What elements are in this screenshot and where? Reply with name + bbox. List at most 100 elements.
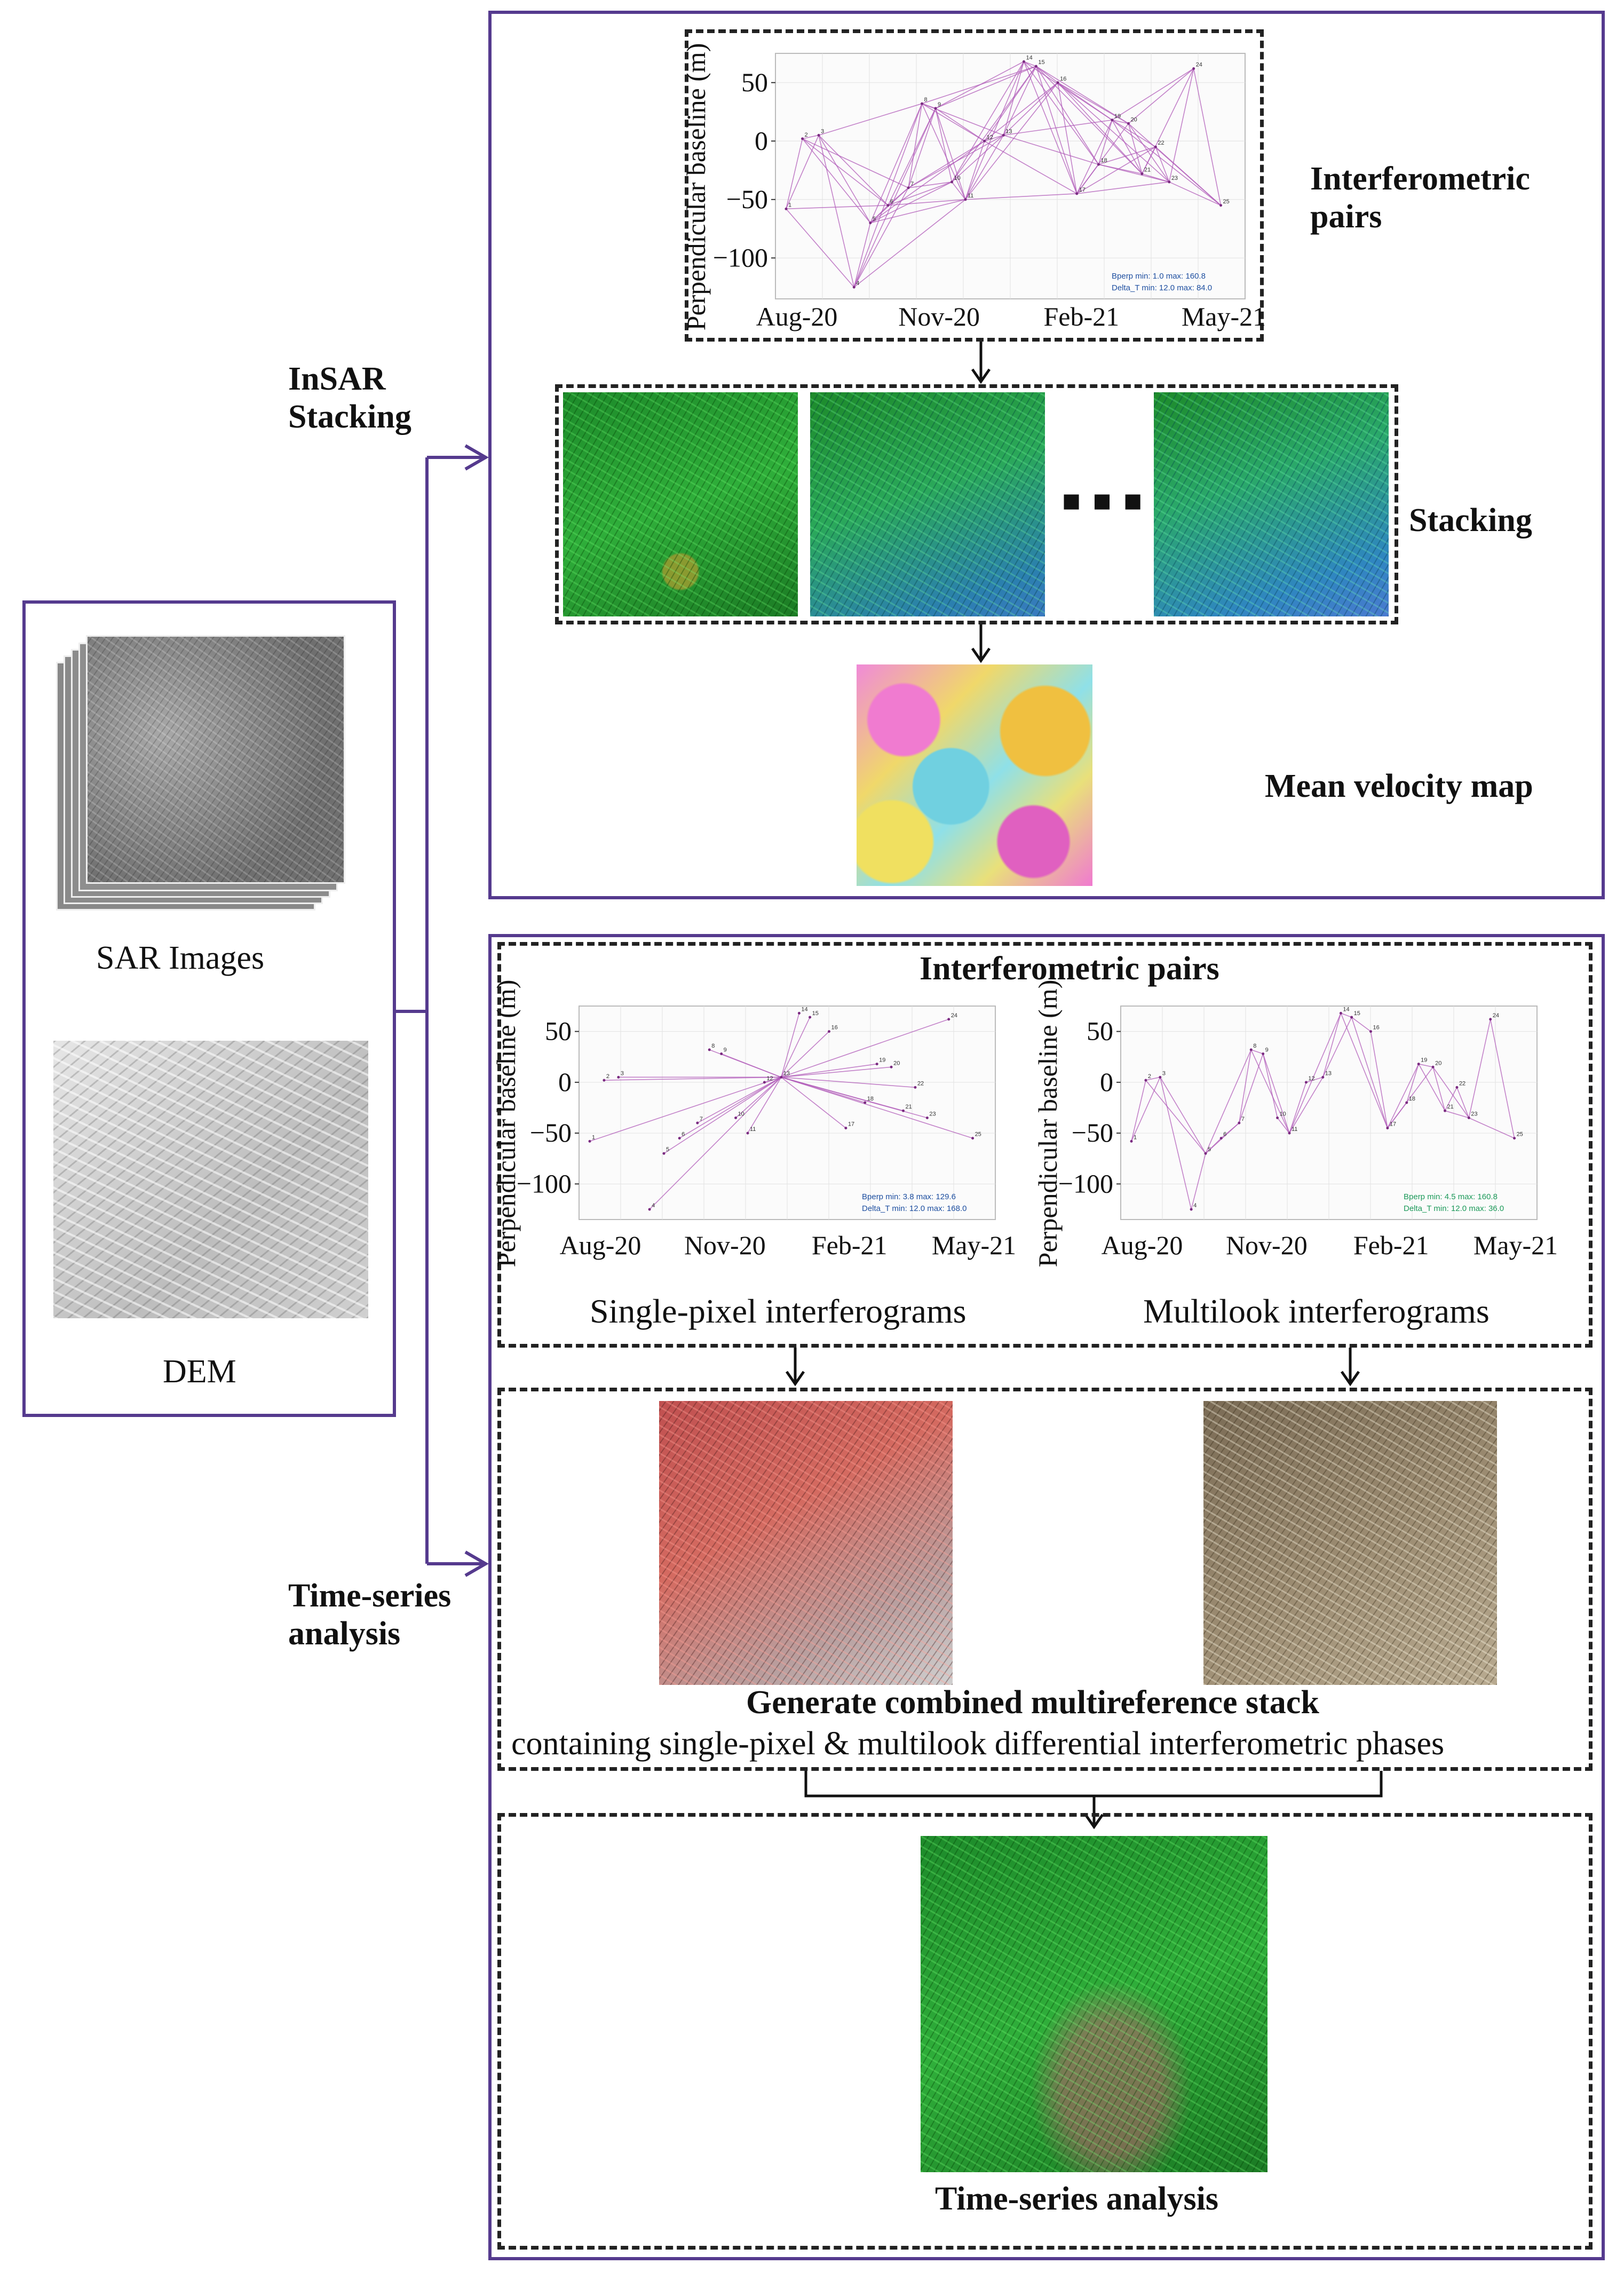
interferogram-pair-line: [1445, 1110, 1469, 1119]
interferogram-pair-line: [1057, 82, 1078, 194]
acquisition-point: [947, 1018, 950, 1021]
interferogram-pair-line: [1406, 1064, 1419, 1103]
acquisition-number: 7: [1241, 1116, 1245, 1122]
y-tick-label: −50: [726, 184, 768, 214]
acquisition-number: 2: [805, 132, 808, 138]
acquisition-point: [763, 1081, 766, 1084]
interferogram-pair-line: [818, 134, 871, 224]
acquisition-number: 22: [1459, 1080, 1465, 1087]
acquisition-point: [1350, 1016, 1353, 1019]
acquisition-point: [950, 180, 954, 184]
interferogram-pair-line: [1112, 120, 1143, 175]
acquisition-number: 10: [1280, 1111, 1286, 1118]
interferogram-pair-line: [1432, 1066, 1470, 1118]
interferogram-pair-line: [1131, 1077, 1161, 1142]
interferogram-pair-line: [764, 1076, 782, 1083]
acquisition-number: 3: [1162, 1070, 1166, 1076]
acquisition-number: 1: [788, 202, 791, 208]
acquisition-number: 17: [1390, 1121, 1396, 1128]
interferogram-pair-line: [888, 181, 952, 206]
interferogram-pair-line: [747, 1076, 782, 1134]
interferogram-pair-line: [935, 108, 985, 141]
acquisition-number: 15: [1354, 1010, 1360, 1017]
interferometric-pairs-frame-bottom: [497, 942, 1593, 1348]
interferogram-pair-line: [951, 66, 1037, 183]
baseline-stats-text: Bperp min: 4.5 max: 160.8: [1404, 1192, 1498, 1201]
baseline-stats-text: Delta_T min: 12.0 max: 36.0: [1404, 1204, 1504, 1213]
interferogram-pair-line: [908, 134, 1004, 188]
acquisition-number: 15: [812, 1010, 819, 1017]
multilook-label: Multilook interferograms: [1143, 1292, 1490, 1330]
acquisition-number: 12: [1308, 1075, 1314, 1082]
y-tick-label: 50: [1087, 1016, 1113, 1046]
interferogram-pair-line: [1289, 1076, 1324, 1134]
acquisition-point: [734, 1117, 738, 1120]
acquisition-number: 17: [848, 1121, 854, 1128]
acquisition-point: [648, 1208, 651, 1211]
baseline-plot-stacking: 50 0 −50 −100 Aug-20 Nov-20 Feb-21 May-21 Perpen…: [681, 43, 1266, 331]
interferogram-pair-line: [1023, 61, 1099, 165]
interferogram-pair-line: [781, 1063, 877, 1078]
interferogram-pair-line: [735, 1076, 782, 1119]
interferogram-pair-line: [781, 1013, 800, 1078]
acquisition-point: [869, 221, 872, 225]
single-pixel-label: Single-pixel interferograms: [590, 1292, 967, 1330]
interferogram-pair-line: [649, 1076, 782, 1210]
interferogram-pair-line: [1387, 1064, 1419, 1128]
acquisition-number: 11: [1292, 1126, 1297, 1133]
acquisition-point: [1130, 1139, 1133, 1143]
acquisition-number: 6: [682, 1131, 685, 1138]
combined-stack-frame: [497, 1388, 1593, 1771]
interferogram-pair-line: [1322, 1013, 1342, 1078]
interferogram-pair-line: [1444, 1087, 1457, 1111]
interferogram-pair-line: [818, 103, 922, 136]
acquisition-number: 24: [1196, 61, 1202, 68]
y-tick-label: 50: [545, 1016, 572, 1046]
acquisition-number: 5: [666, 1146, 669, 1153]
interferogram-pair-line: [870, 103, 923, 223]
flow-arrows: [785, 342, 1383, 1830]
x-tick-label: Aug-20: [560, 1230, 641, 1260]
interferogram-pair-line: [1239, 1049, 1252, 1123]
interferogram-pair-line: [1387, 1066, 1433, 1129]
interferogram-pair-line: [1239, 1054, 1264, 1123]
interferogram-pair-line: [1024, 61, 1036, 67]
acquisition-point: [1262, 1052, 1265, 1056]
interferogram-pair-line: [1262, 1054, 1290, 1134]
acquisition-number: 4: [652, 1202, 655, 1209]
interferogram-pair-line: [1057, 82, 1143, 175]
acquisition-point: [1369, 1030, 1372, 1033]
acquisition-number: 24: [951, 1012, 957, 1019]
acquisition-number: 25: [975, 1131, 981, 1138]
x-tick-label: Feb-21: [1044, 302, 1120, 331]
interferogram-pair-line: [984, 140, 1078, 194]
interferogram-pair-line: [952, 134, 1004, 183]
interferogram-pair-line: [781, 1066, 892, 1078]
interferogram-pair-line: [984, 134, 1004, 142]
acquisition-number: 9: [724, 1047, 727, 1054]
interferogram-pair-line: [1003, 61, 1025, 136]
interferogram-pair-line: [1289, 1013, 1342, 1134]
acquisition-point: [1219, 1137, 1223, 1140]
interferogram-pair-line: [935, 61, 1024, 109]
acquisition-point: [1444, 1109, 1447, 1112]
insar-stacking-panel: [488, 11, 1605, 899]
y-axis-label: Perpendicular baseline (m): [681, 43, 711, 331]
acquisition-point: [925, 1117, 929, 1120]
acquisition-point: [662, 1152, 666, 1155]
ellipsis-dots: ■ ■ ■: [1062, 484, 1145, 518]
acquisition-number: 25: [1517, 1131, 1523, 1138]
sar-image: [86, 635, 345, 884]
acquisition-point: [817, 133, 820, 137]
interferogram-pair-line: [984, 82, 1058, 141]
interferogram-pair-line: [1003, 82, 1058, 136]
baseline-plot-multilook: 50 0 −50 −100 Aug-20 Nov-20 Feb-21 May-21 Perpen…: [1033, 980, 1558, 1268]
acquisition-point: [890, 1065, 893, 1068]
acquisition-number: 22: [1158, 140, 1164, 146]
stacking-label: Stacking: [1409, 502, 1532, 539]
interferogram-pair-line: [951, 61, 1025, 183]
interferogram-pair-line: [1142, 68, 1194, 174]
acquisition-number: 21: [1144, 167, 1151, 173]
interferogram-pair-line: [965, 141, 985, 200]
acquisition-number: 16: [831, 1025, 837, 1031]
